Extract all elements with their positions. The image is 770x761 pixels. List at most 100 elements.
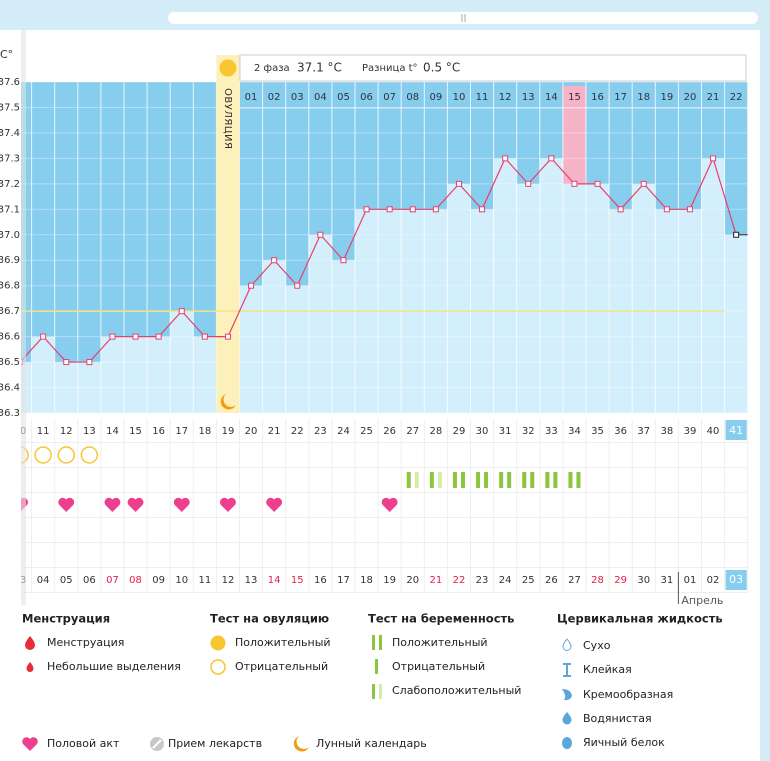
legend-item: Менструация [47,636,124,649]
plot: ОВУЛЯЦИЯ 01 02 03 04 05 06 07 08 09 10 11 12 13 14 15 16… [8,55,749,607]
bar [193,336,217,413]
temperature-point [525,180,532,187]
date: 25 [522,575,535,586]
icon [25,636,35,650]
temperature-point [548,155,555,162]
ovulation-label: ОВУЛЯЦИЯ [222,88,233,150]
date: 20 [406,575,419,586]
legend-item: Отрицательный [235,660,328,673]
pregnancy-test [406,472,411,488]
y-tick-label: 37.6 [0,77,20,88]
temperature-point [502,155,509,162]
cycle-day: 12 [60,426,73,437]
luteal-day: 02 [268,92,281,103]
cycle-day: 26 [383,426,396,437]
bar [539,158,563,413]
cycle-day: 19 [222,426,235,437]
legend-item: Слабоположительный [392,684,521,697]
date: 24 [499,575,512,586]
cycle-day: 20 [245,426,258,437]
bar [447,183,471,413]
bar [562,183,586,413]
icon [562,638,572,651]
icon [210,635,226,651]
cycle-day: 35 [591,426,604,437]
pregnancy-test [507,472,512,488]
temperature-point [109,333,116,340]
luteal-day: 10 [453,92,466,103]
bar [262,260,286,413]
cycle-day: 33 [545,426,558,437]
heart [173,497,190,512]
temperature-line [19,156,737,363]
heart [58,497,75,512]
pregnancy-test [499,472,504,488]
y-tick-label: 36.4 [0,383,20,394]
temperature-point [155,333,162,340]
date: 30 [637,575,650,586]
date: 09 [152,575,165,586]
pregnancy-test [545,472,550,488]
icon [152,739,162,749]
date: 12 [222,575,235,586]
luteal-day: 07 [383,92,396,103]
moon-icon [220,394,236,410]
cycle-day: 15 [129,426,142,437]
bar [632,183,656,413]
bar [124,336,148,413]
bar [724,234,748,413]
date: 31 [660,575,673,586]
cycle-day: 39 [684,426,697,437]
cycle-day: 17 [175,426,188,437]
icon [372,684,375,699]
y-tick-label: 37.5 [0,102,20,113]
y-tick-label: 37.1 [0,204,20,215]
y-tick-label: 37.2 [0,179,20,190]
heart [127,497,144,512]
pregnancy-test [437,472,442,488]
legend-item: Прием лекарств [168,737,262,750]
temperature-point [617,206,624,213]
cycle-day: 41 [729,424,743,437]
pregnancy-test [460,472,465,488]
icon [563,663,571,677]
bar [586,183,610,413]
bar [31,336,55,413]
pregnancy-test [553,472,558,488]
heart [104,497,121,512]
luteal-day: 05 [337,92,350,103]
bar [493,158,517,413]
icon [22,737,38,751]
luteal-day: 21 [707,92,720,103]
luteal-day: 08 [406,92,419,103]
legend-item: Сухо [583,639,611,652]
legend-item: Лунный календарь [316,737,427,750]
y-axis-panel [0,30,21,605]
temperature-point [386,206,393,213]
scrollbar[interactable] [168,12,758,24]
legend-title: Цервикальная жидкость [557,612,723,626]
luteal-day: 13 [522,92,535,103]
shadow [21,30,26,605]
date: 10 [175,575,188,586]
temperature-point [409,206,416,213]
temperature-point [178,308,185,315]
cycle-day: 29 [453,426,466,437]
bar [170,311,194,413]
date: 07 [106,575,119,586]
diff-label: Разница t° [362,63,418,74]
y-tick-label: 36.9 [0,255,20,266]
cycle-day: 28 [429,426,442,437]
temperature-point [317,231,324,238]
sun-icon [219,59,237,77]
luteal-day: 09 [429,92,442,103]
bar [285,285,309,413]
temperature-point [640,180,647,187]
phase-label: 2 фаза [254,63,290,74]
y-tick-label: 37.4 [0,128,20,139]
date: 16 [314,575,327,586]
y-tick-label: 37.0 [0,230,20,241]
legend-item: Положительный [235,636,331,649]
